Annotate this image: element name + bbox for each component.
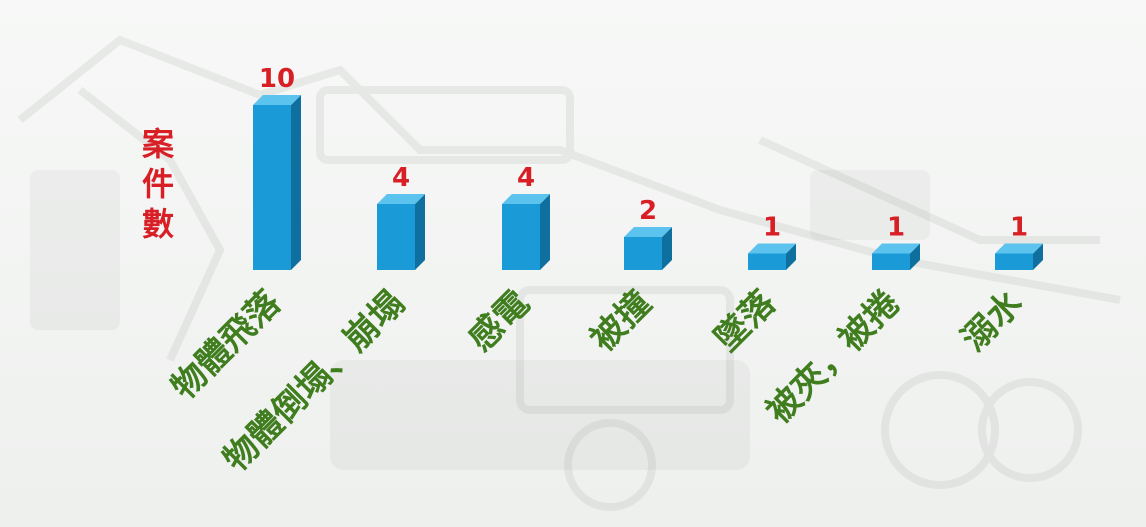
category-label: 溺水 <box>954 282 1031 359</box>
bar-side <box>1033 243 1043 270</box>
bar-side <box>415 194 425 270</box>
bar-front <box>502 204 540 270</box>
bar-side <box>540 194 550 270</box>
bar-front <box>748 253 786 270</box>
value-labels-layer: 10 4 4 2 1 1 1 <box>259 64 1028 243</box>
category-label: 被撞 <box>583 283 659 359</box>
y-axis-label-char: 案 <box>142 125 175 163</box>
bar <box>377 194 425 270</box>
value-label: 1 <box>887 213 905 243</box>
bar <box>624 227 672 270</box>
value-label: 2 <box>639 196 657 226</box>
bar-front <box>624 237 662 270</box>
bar-front <box>872 253 910 270</box>
y-axis-label: 案件數 <box>142 125 175 243</box>
value-label: 10 <box>259 64 295 94</box>
category-label: 物體飛落 <box>164 282 289 407</box>
category-label: 墜落 <box>707 282 784 359</box>
bar-top <box>995 243 1043 254</box>
bar-top <box>377 194 425 204</box>
bar-top <box>502 194 550 204</box>
bar-top <box>748 243 796 254</box>
bar-side <box>910 243 920 270</box>
value-label: 1 <box>1010 213 1028 243</box>
bar <box>872 243 920 270</box>
bar-front <box>253 105 291 270</box>
bar-side <box>662 227 672 270</box>
value-label: 4 <box>392 163 410 193</box>
value-label: 4 <box>517 163 535 193</box>
y-axis-label-char: 件 <box>142 165 174 203</box>
bar <box>253 95 301 270</box>
category-label: 感電 <box>461 283 537 359</box>
bar-side <box>786 243 796 270</box>
category-label: 被夾，被捲 <box>759 283 907 431</box>
bars-layer <box>253 95 1043 270</box>
y-axis-label-char: 數 <box>142 205 174 243</box>
bar-front <box>377 204 415 270</box>
bar <box>995 243 1043 270</box>
bar-top <box>253 95 301 105</box>
bar <box>502 194 550 270</box>
bar <box>748 243 796 270</box>
bar-top <box>872 243 920 254</box>
value-label: 1 <box>763 213 781 243</box>
bar-top <box>624 227 672 237</box>
bar-side <box>291 95 301 270</box>
bar-front <box>995 253 1033 270</box>
